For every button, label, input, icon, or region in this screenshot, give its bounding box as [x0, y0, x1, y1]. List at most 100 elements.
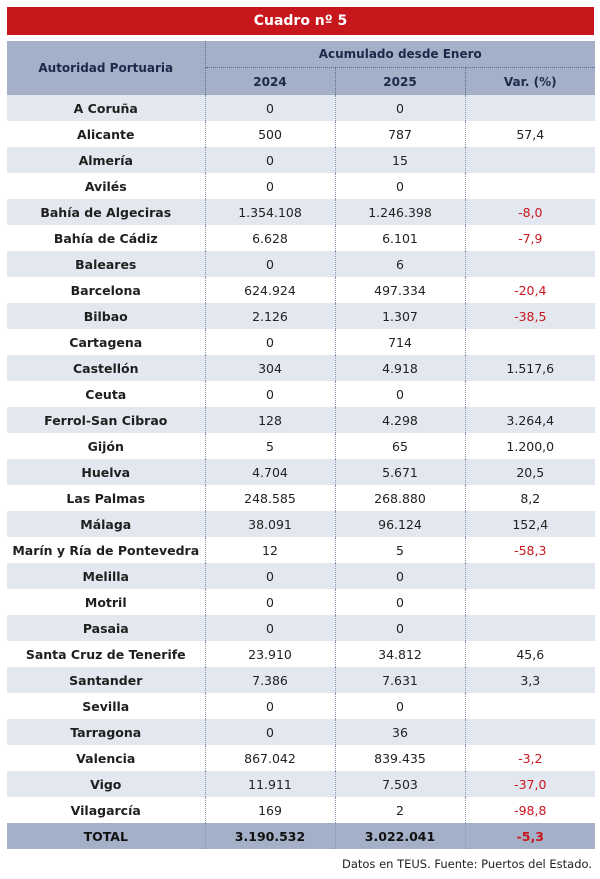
- value-2025: 0: [335, 563, 466, 589]
- total-2024: 3.190.532: [205, 823, 336, 849]
- port-name: Baleares: [7, 251, 206, 277]
- value-2025: 0: [335, 589, 466, 615]
- value-2024: 0: [205, 147, 336, 173]
- port-name: Bahía de Cádiz: [7, 225, 206, 251]
- value-var: 152,4: [465, 511, 596, 537]
- value-2024: 304: [205, 355, 336, 381]
- value-2025: 5.671: [335, 459, 466, 485]
- value-2024: 0: [205, 251, 336, 277]
- value-2025: 0: [335, 615, 466, 641]
- port-name: Marín y Ría de Pontevedra: [7, 537, 206, 563]
- value-2025: 497.334: [335, 277, 466, 303]
- value-2025: 6: [335, 251, 466, 277]
- value-var: [465, 251, 596, 277]
- table-row: Las Palmas 248.585 268.880 8,2: [7, 485, 596, 511]
- value-2024: 12: [205, 537, 336, 563]
- total-var: -5,3: [465, 823, 596, 849]
- value-var: [465, 615, 596, 641]
- port-name: A Coruña: [7, 95, 206, 121]
- value-2024: 7.386: [205, 667, 336, 693]
- value-var: [465, 563, 596, 589]
- port-name: Motril: [7, 589, 206, 615]
- value-var: [465, 147, 596, 173]
- port-name: Avilés: [7, 173, 206, 199]
- table-row: Gijón 5 65 1.200,0: [7, 433, 596, 459]
- value-2025: 5: [335, 537, 466, 563]
- port-name: Valencia: [7, 745, 206, 771]
- value-2025: 268.880: [335, 485, 466, 511]
- port-name: Bilbao: [7, 303, 206, 329]
- port-name: Sevilla: [7, 693, 206, 719]
- value-2024: 867.042: [205, 745, 336, 771]
- table-row: Motril 0 0: [7, 589, 596, 615]
- value-2025: 787: [335, 121, 466, 147]
- port-name: Vilagarcía: [7, 797, 206, 823]
- port-name: Tarragona: [7, 719, 206, 745]
- table-row: Almería 0 15: [7, 147, 596, 173]
- port-name: Ceuta: [7, 381, 206, 407]
- value-var: -98,8: [465, 797, 596, 823]
- value-var: [465, 693, 596, 719]
- port-name: Vigo: [7, 771, 206, 797]
- value-2025: 4.918: [335, 355, 466, 381]
- value-2025: 0: [335, 95, 466, 121]
- value-2025: 1.307: [335, 303, 466, 329]
- value-var: 20,5: [465, 459, 596, 485]
- value-var: [465, 173, 596, 199]
- port-name: Barcelona: [7, 277, 206, 303]
- port-name: Santa Cruz de Tenerife: [7, 641, 206, 667]
- table-row: Bahía de Cádiz 6.628 6.101 -7,9: [7, 225, 596, 251]
- table-row: Huelva 4.704 5.671 20,5: [7, 459, 596, 485]
- value-2025: 839.435: [335, 745, 466, 771]
- value-var: [465, 589, 596, 615]
- value-var: -58,3: [465, 537, 596, 563]
- value-2024: 0: [205, 719, 336, 745]
- table-row: Alicante 500 787 57,4: [7, 121, 596, 147]
- table-row: Ceuta 0 0: [7, 381, 596, 407]
- value-2024: 0: [205, 381, 336, 407]
- table-row: Ferrol-San Cibrao 128 4.298 3.264,4: [7, 407, 596, 433]
- value-2024: 4.704: [205, 459, 336, 485]
- value-2024: 5: [205, 433, 336, 459]
- table-title: Cuadro nº 5: [7, 7, 594, 35]
- value-2025: 6.101: [335, 225, 466, 251]
- table-row: Baleares 0 6: [7, 251, 596, 277]
- value-var: -8,0: [465, 199, 596, 225]
- table-body: A Coruña 0 0 Alicante 500 787 57,4 Almería 0 15 Av…: [7, 95, 596, 823]
- value-var: 3,3: [465, 667, 596, 693]
- table-row: A Coruña 0 0: [7, 95, 596, 121]
- table-row: Barcelona 624.924 497.334 -20,4: [7, 277, 596, 303]
- value-var: -38,5: [465, 303, 596, 329]
- table-row: Cartagena 0 714: [7, 329, 596, 355]
- table-row: Pasaia 0 0: [7, 615, 596, 641]
- port-name: Gijón: [7, 433, 206, 459]
- total-label: TOTAL: [7, 823, 206, 849]
- value-2025: 7.631: [335, 667, 466, 693]
- header-acumulado: Acumulado desde Enero: [205, 41, 596, 68]
- value-var: 57,4: [465, 121, 596, 147]
- value-var: 1.200,0: [465, 433, 596, 459]
- header-autoridad: Autoridad Portuaria: [7, 41, 206, 95]
- value-2024: 0: [205, 615, 336, 641]
- port-name: Santander: [7, 667, 206, 693]
- value-var: [465, 719, 596, 745]
- value-2024: 248.585: [205, 485, 336, 511]
- value-2025: 2: [335, 797, 466, 823]
- value-var: [465, 381, 596, 407]
- table-row: Valencia 867.042 839.435 -3,2: [7, 745, 596, 771]
- header-var: Var. (%): [465, 67, 596, 95]
- table-row: Sevilla 0 0: [7, 693, 596, 719]
- value-2025: 7.503: [335, 771, 466, 797]
- value-var: [465, 329, 596, 355]
- value-2025: 4.298: [335, 407, 466, 433]
- source-note: Datos en TEUS. Fuente: Puertos del Estad…: [341, 857, 592, 871]
- port-name: Málaga: [7, 511, 206, 537]
- table-row: Vigo 11.911 7.503 -37,0: [7, 771, 596, 797]
- table-row: Bahía de Algeciras 1.354.108 1.246.398 -8,0: [7, 199, 596, 225]
- port-name: Ferrol-San Cibrao: [7, 407, 206, 433]
- value-2025: 0: [335, 173, 466, 199]
- value-2024: 128: [205, 407, 336, 433]
- value-2024: 23.910: [205, 641, 336, 667]
- table-row: Castellón 304 4.918 1.517,6: [7, 355, 596, 381]
- value-2024: 0: [205, 173, 336, 199]
